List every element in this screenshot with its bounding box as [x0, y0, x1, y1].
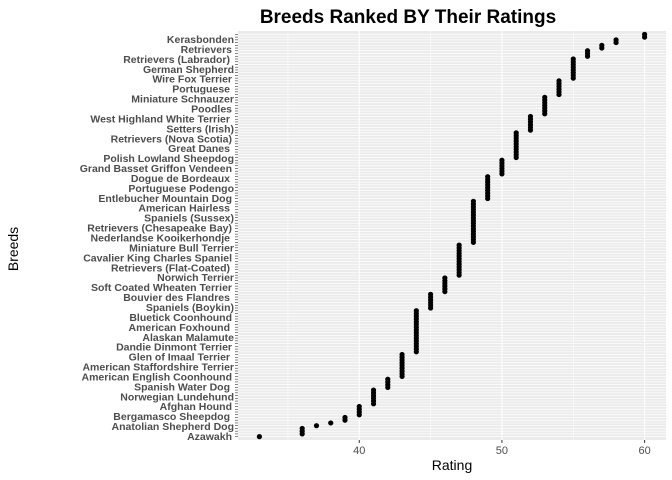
breed-label: Bluetick Coonhound	[129, 312, 232, 324]
breed-label: Alaskan Malamute	[142, 332, 234, 344]
breed-label: Azawakh	[187, 431, 232, 443]
breed-label: American Hairless	[138, 203, 230, 215]
breed-label: German Shepherd	[143, 64, 234, 76]
breed-label: Bergamasco Sheepdog	[113, 411, 230, 423]
data-point	[356, 403, 362, 410]
breed-label: Cavalier King Charles Spaniel	[83, 252, 232, 264]
data-point	[413, 308, 419, 314]
breed-label: Setters (Irish)	[166, 123, 234, 135]
data-point	[527, 113, 534, 120]
data-point	[570, 56, 576, 62]
x-tick-label: 50	[496, 445, 508, 457]
data-point	[442, 275, 448, 281]
data-point	[542, 94, 548, 100]
breed-label: Retrievers	[181, 44, 233, 56]
breed-label: Spanish Water Dog	[134, 381, 230, 393]
y-axis-title: Breeds	[5, 227, 21, 271]
breed-label: Kerasbonden	[167, 34, 234, 46]
data-point	[599, 42, 605, 48]
breed-label: American Staffordshire Terrier	[82, 362, 234, 374]
data-point	[642, 31, 648, 37]
x-tick-label: 40	[353, 445, 365, 457]
breed-label: Retrievers (Chesapeake Bay)	[87, 223, 232, 235]
data-point	[584, 48, 591, 54]
breed-label: Entlebucher Mountain Dog	[98, 193, 232, 205]
breed-label: Dandie Dinmont Terrier	[116, 342, 232, 354]
breed-label: Portuguese Podengo	[128, 183, 234, 195]
breed-label: Polish Lowland Sheepdog	[103, 153, 234, 165]
data-point	[342, 414, 348, 421]
chart-title: Breeds Ranked BY Their Ratings	[260, 7, 556, 28]
data-point	[613, 37, 619, 43]
data-point	[428, 291, 434, 297]
data-point	[328, 420, 334, 426]
breed-label: Glen of Imaal Terrier	[129, 352, 230, 364]
breed-label: Grand Basset Griffon Vendeen	[80, 163, 232, 175]
x-tick-label: 60	[638, 445, 650, 457]
panel-background	[238, 31, 666, 440]
breed-label: Nederlandse Kooikerhondje	[91, 233, 231, 245]
breed-label: Wire Fox Terrier	[152, 74, 232, 86]
data-point	[370, 387, 377, 393]
breed-label: American English Coonhound	[81, 371, 232, 383]
data-point	[556, 78, 562, 84]
breed-label: Spaniels (Boykin)	[146, 302, 234, 314]
breed-label: Retrievers (Flat-Coated)	[111, 262, 230, 274]
plot-panel	[238, 31, 666, 440]
data-point	[470, 198, 476, 204]
data-point	[485, 174, 491, 180]
x-axis-ticks: 40 50 60	[353, 440, 651, 457]
breed-label: Miniature Bull Terrier	[129, 242, 234, 254]
breed-label: Portuguese	[172, 84, 230, 96]
data-point	[299, 425, 305, 432]
data-point	[456, 242, 462, 248]
breed-label: Anatolian Shepherd Dog	[111, 421, 234, 433]
data-point	[256, 434, 262, 440]
breed-label: Retrievers (Nova Scotia)	[111, 133, 232, 145]
data-point	[313, 423, 320, 429]
breed-label: Bouvier des Flandres	[123, 292, 230, 304]
breed-label: Dogue de Bordeaux	[131, 173, 230, 185]
breed-label: Retrievers (Labrador)	[123, 54, 230, 66]
data-point	[499, 157, 505, 163]
data-points	[256, 31, 648, 440]
data-point	[513, 130, 519, 136]
breed-label: American Foxhound	[128, 322, 230, 334]
breed-label: Norwegian Lundehund	[120, 391, 234, 403]
breed-label: West Highland White Terrier	[90, 113, 230, 125]
breed-label: Afghan Hound	[160, 401, 232, 413]
breed-label: Miniature Schnauzer	[131, 94, 234, 106]
x-axis-title: Rating	[432, 457, 472, 473]
breed-label: Great Danes	[168, 143, 230, 155]
breed-label: Norwich Terrier	[157, 272, 234, 284]
data-point	[399, 351, 405, 358]
breed-label: Spaniels (Sussex)	[144, 213, 234, 225]
breed-label: Poodles	[191, 103, 232, 115]
data-point	[385, 376, 391, 382]
breed-label: Soft Coated Wheaten Terrier	[91, 282, 232, 294]
